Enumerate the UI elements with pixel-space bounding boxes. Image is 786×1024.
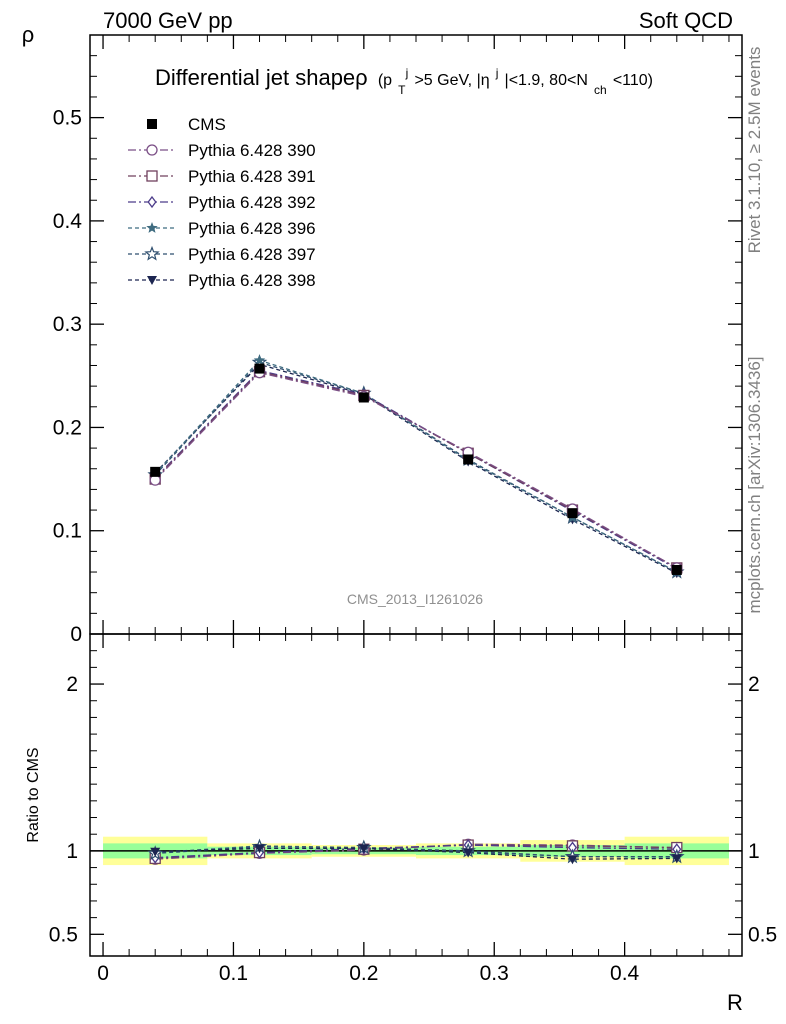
ratio-y-tick-label-right: 0.5: [748, 923, 777, 946]
legend-label: Pythia 6.428 398: [188, 271, 316, 290]
legend-marker: [144, 245, 160, 261]
legend-label: Pythia 6.428 396: [188, 219, 316, 238]
legend-marker: [146, 144, 158, 156]
data-point: [150, 466, 161, 477]
chart-title-end: <110): [613, 72, 653, 89]
legend-marker: [147, 276, 157, 285]
ratio-series-line: [155, 844, 677, 859]
x-tick-label: 0.4: [610, 962, 640, 985]
data-point: [671, 564, 682, 575]
analysis-watermark: CMS_2013_I1261026: [347, 591, 483, 607]
ratio-y-tick-label: 0.5: [49, 923, 78, 946]
legend-label: Pythia 6.428 397: [188, 245, 316, 264]
chart-title: Differential jet shapeρ (p T j >5 GeV, |…: [155, 57, 653, 99]
legend-label: Pythia 6.428 392: [188, 193, 316, 212]
ratio-point: [567, 855, 578, 865]
legend-marker: [146, 222, 158, 233]
main-ylabel: ρ: [22, 22, 35, 47]
y-tick-label: 0.2: [53, 416, 82, 439]
x-tick-label: 0.2: [349, 962, 378, 985]
ratio-ylabel: Ratio to CMS: [25, 747, 42, 842]
ratio-y-tick-label: 1: [66, 840, 78, 863]
ratio-series-line: [155, 846, 677, 858]
data-point: [463, 454, 474, 465]
data-point: [253, 354, 266, 366]
ratio-point: [358, 844, 369, 854]
chart-title-sup-j2: j: [495, 66, 499, 80]
series-line: [154, 361, 678, 573]
ratio-frame: [89, 633, 743, 957]
y-tick-label: 0.5: [53, 107, 82, 130]
y-tick-label-zero: 0: [70, 623, 82, 646]
series-line: [154, 371, 678, 569]
y-tick-label: 0.1: [53, 520, 82, 543]
ratio-point: [254, 844, 265, 854]
x-tick-label: 0.3: [480, 962, 509, 985]
main-series-group: [147, 354, 685, 579]
ratio-point: [463, 848, 474, 858]
rivet-label: Rivet 3.1.10, ≥ 2.5M events: [745, 47, 764, 254]
series-line: [154, 363, 678, 574]
y-tick-label: 0.3: [53, 313, 82, 336]
ratio-point: [150, 847, 161, 857]
x-axis-label: R: [727, 990, 743, 1015]
chart-title-sub-ch: ch: [594, 83, 607, 97]
ratio-y-tick-label: 2: [66, 673, 78, 696]
ratio-point: [671, 854, 682, 864]
chart-title-mid1: >5 GeV, |η: [414, 72, 489, 89]
ratio-series-group: [147, 838, 685, 865]
legend-marker: [147, 119, 157, 129]
ratio-series-line: [155, 847, 677, 860]
y-tick-label: 0.4: [53, 210, 83, 233]
data-point: [358, 392, 369, 403]
series-line: [154, 369, 678, 570]
legend-label: Pythia 6.428 391: [188, 167, 316, 186]
header-left: 7000 GeV pp: [103, 8, 233, 33]
chart-title-main: Differential jet shapeρ: [155, 65, 368, 90]
chart-title-sub-T: T: [398, 83, 406, 97]
chart-title-open: (p: [378, 72, 392, 89]
data-point: [567, 508, 578, 519]
ratio-y-tick-label-right: 1: [748, 840, 760, 863]
legend-label: CMS: [188, 115, 226, 134]
legend-marker: [146, 170, 158, 182]
legend-marker: [147, 195, 157, 209]
axis-ticks: 0 0.1 0.2 0.3 0.4 0.1 0.2 0.3 0.4 0.5 0 0.5 0.5 1 1 2 2: [49, 35, 777, 985]
x-tick-label: 0.1: [219, 962, 248, 985]
chart-title-sup-j: j: [405, 66, 409, 80]
series-line: [154, 370, 678, 569]
ratio-y-tick-label-right: 2: [748, 673, 760, 696]
legend-label: Pythia 6.428 390: [188, 141, 316, 160]
x-tick-label: 0: [97, 962, 109, 985]
legend: CMS Pythia 6.428 390 Pythia 6.428 391 Pythi…: [128, 115, 316, 290]
mcplots-label: mcplots.cern.ch [arXiv:1306.3436]: [745, 356, 764, 613]
series-line: [154, 359, 678, 573]
header-right: Soft QCD: [639, 8, 733, 33]
data-point: [254, 363, 265, 374]
chart-title-mid2: |<1.9, 80<N: [505, 72, 588, 89]
